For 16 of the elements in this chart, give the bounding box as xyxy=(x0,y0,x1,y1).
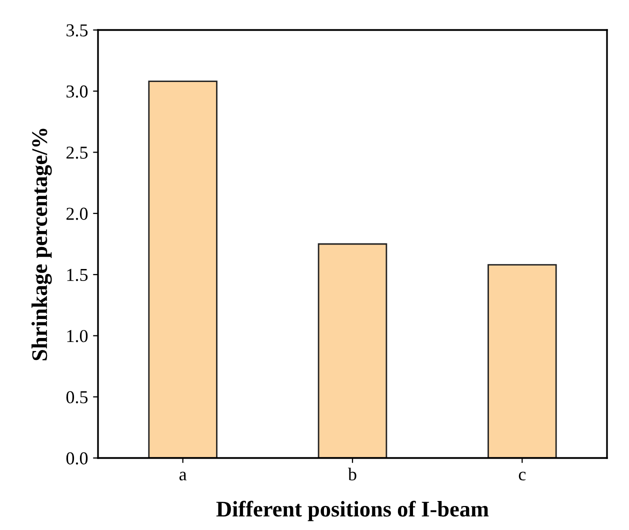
y-tick-label: 2.5 xyxy=(66,146,88,159)
x-axis-title: Different positions of I-beam xyxy=(216,500,489,522)
y-tick-label: 0.0 xyxy=(66,452,88,465)
bar xyxy=(488,264,557,458)
y-tick-label: 2.0 xyxy=(66,208,88,220)
bar xyxy=(148,80,218,458)
x-tick-label: c xyxy=(518,472,526,480)
y-tick-label: 3.0 xyxy=(66,85,88,98)
y-axis-title: Shrinkage percentage/% xyxy=(31,128,52,360)
bar xyxy=(318,243,388,458)
x-tick-label: b xyxy=(348,468,356,480)
y-tick-label: 3.5 xyxy=(66,24,88,37)
y-tick-label: 1.5 xyxy=(67,268,88,282)
x-tick-label: a xyxy=(179,472,187,480)
y-tick-label: 0.5 xyxy=(66,391,88,404)
y-tick-label: 1.0 xyxy=(67,330,88,342)
